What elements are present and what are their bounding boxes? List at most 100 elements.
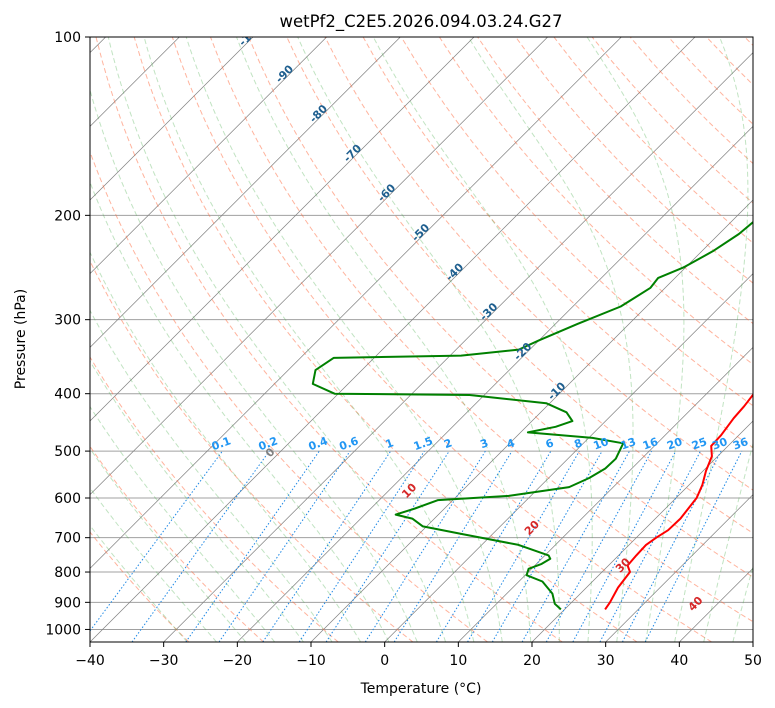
isotherm-line — [605, 494, 753, 642]
mixing-ratio-label: 3 — [478, 436, 490, 451]
isotherm-line — [90, 37, 475, 422]
moist-adiabat-label: 40 — [686, 594, 706, 614]
plot-area: -100-90-80-70-60-50-40-30-20-10010203040… — [90, 20, 753, 642]
moist-adiabat-line — [90, 309, 333, 642]
plot-frame — [89, 36, 754, 643]
isobar-lines — [90, 37, 753, 630]
profile-series — [311, 220, 753, 611]
dry-adiabat-line — [133, 37, 638, 642]
mixing-ratio-label: 1.5 — [412, 434, 435, 453]
y-tick-label: 600 — [54, 491, 81, 507]
isotherm-line — [90, 37, 622, 569]
mixing-ratio-line — [325, 450, 450, 642]
dry-adiabat-line — [668, 37, 753, 125]
isotherm-line — [237, 125, 753, 642]
moist-adiabat-line — [143, 37, 475, 642]
y-axis-label: Pressure (hPa) — [13, 289, 29, 389]
isotherm-line — [531, 420, 753, 642]
dry-adiabat-line — [90, 356, 339, 642]
moist-adiabat-lines — [90, 37, 753, 642]
mixing-ratio-label: 20 — [665, 435, 684, 453]
dry-adiabat-label: -40 — [443, 260, 466, 283]
mixing-ratio-line — [435, 450, 552, 642]
dry-adiabat-label: -60 — [375, 181, 398, 204]
dry-adiabat-line — [744, 37, 753, 47]
dry-adiabat-line — [248, 37, 753, 578]
temperature-line — [604, 393, 753, 610]
x-tick-label: 0 — [380, 653, 389, 669]
mixing-ratio-line — [545, 450, 653, 642]
dry-adiabat-line — [95, 37, 563, 642]
x-axis-label: Temperature (°C) — [360, 681, 482, 697]
moist-adiabat-line — [467, 37, 634, 642]
moist-adiabat-label: 20 — [522, 518, 542, 538]
dry-adiabat-label: -100 — [236, 20, 265, 49]
mixing-ratio-label: 10 — [592, 435, 611, 453]
mixing-ratio-label: 6 — [544, 436, 556, 451]
line-labels: -100-90-80-70-60-50-40-30-20-10010203040… — [210, 20, 750, 614]
dry-adiabat-label: -50 — [409, 221, 432, 244]
dry-adiabat-line — [400, 37, 753, 407]
mixing-ratio-line — [599, 450, 701, 642]
mixing-ratio-label: 0.6 — [338, 434, 361, 453]
isotherm-line — [90, 37, 548, 496]
moist-adiabat-line — [703, 441, 753, 642]
moist-adiabat-line — [236, 37, 532, 642]
moist-adiabat-line — [732, 564, 753, 642]
moist-adiabat-line — [90, 447, 247, 642]
chart-title: wetPf2_C2E5.2026.094.03.24.G27 — [279, 12, 562, 32]
isotherm-line — [384, 273, 753, 642]
mixing-ratio-line — [521, 450, 630, 642]
mixing-ratio-line — [298, 450, 425, 642]
dry-adiabat-line — [438, 37, 753, 366]
mixing-ratio-label: 1 — [384, 436, 396, 451]
dry-adiabat-lines — [90, 37, 753, 642]
dry-adiabat-label: -80 — [307, 102, 330, 125]
mixing-ratio-line — [572, 450, 677, 642]
moist-adiabat-line — [90, 405, 276, 642]
dry-adiabat-line — [90, 531, 190, 642]
dry-adiabat-line — [515, 37, 753, 284]
moist-adiabat-line — [185, 37, 503, 642]
y-tick-label: 800 — [54, 565, 81, 581]
moist-adiabat-line — [297, 37, 560, 642]
x-tick-label: 20 — [523, 653, 541, 669]
isotherm-line — [90, 37, 327, 275]
mixing-ratio-label: 4 — [505, 436, 517, 451]
dry-adiabat-line — [90, 259, 414, 642]
mixing-ratio-line — [621, 450, 722, 642]
isotherm-line — [90, 37, 401, 348]
mixing-ratio-lines — [90, 450, 743, 642]
mixing-ratio-line — [218, 450, 351, 642]
moist-adiabat-line — [90, 180, 390, 642]
x-tick-label: −10 — [296, 653, 326, 669]
isotherm-line — [90, 37, 696, 642]
y-tick-label: 500 — [54, 444, 81, 460]
x-tick-label: 50 — [744, 653, 762, 669]
dewpoint-line — [311, 220, 753, 611]
isotherm-line — [752, 641, 753, 642]
dry-adiabat-label: -10 — [545, 379, 568, 402]
mixing-ratio-line — [131, 450, 270, 642]
dry-adiabat-line — [324, 37, 753, 491]
mixing-ratio-label: 25 — [690, 435, 709, 452]
moist-adiabat-line — [90, 487, 217, 642]
x-axis-ticks: −40 −30 −20 −10 0 10 20 30 40 50 — [75, 642, 762, 669]
moist-adiabat-line — [107, 37, 447, 642]
dry-adiabat-line — [362, 37, 753, 449]
mixing-ratio-line — [185, 450, 320, 642]
x-tick-label: 10 — [449, 653, 467, 669]
moist-adiabat-line — [372, 37, 593, 642]
dry-adiabat-line — [210, 37, 753, 623]
mixing-ratio-label: 0.2 — [257, 434, 280, 453]
moist-adiabat-line — [586, 37, 685, 642]
isotherm-lines — [90, 37, 753, 642]
x-tick-label: −20 — [223, 653, 253, 669]
mixing-ratio-label: 36 — [731, 435, 750, 453]
isotherm-line — [163, 52, 753, 642]
dry-adiabat-line — [171, 37, 712, 642]
y-tick-label: 200 — [54, 208, 81, 224]
mixing-ratio-label: 2 — [442, 436, 454, 451]
dry-adiabat-line — [90, 445, 264, 642]
